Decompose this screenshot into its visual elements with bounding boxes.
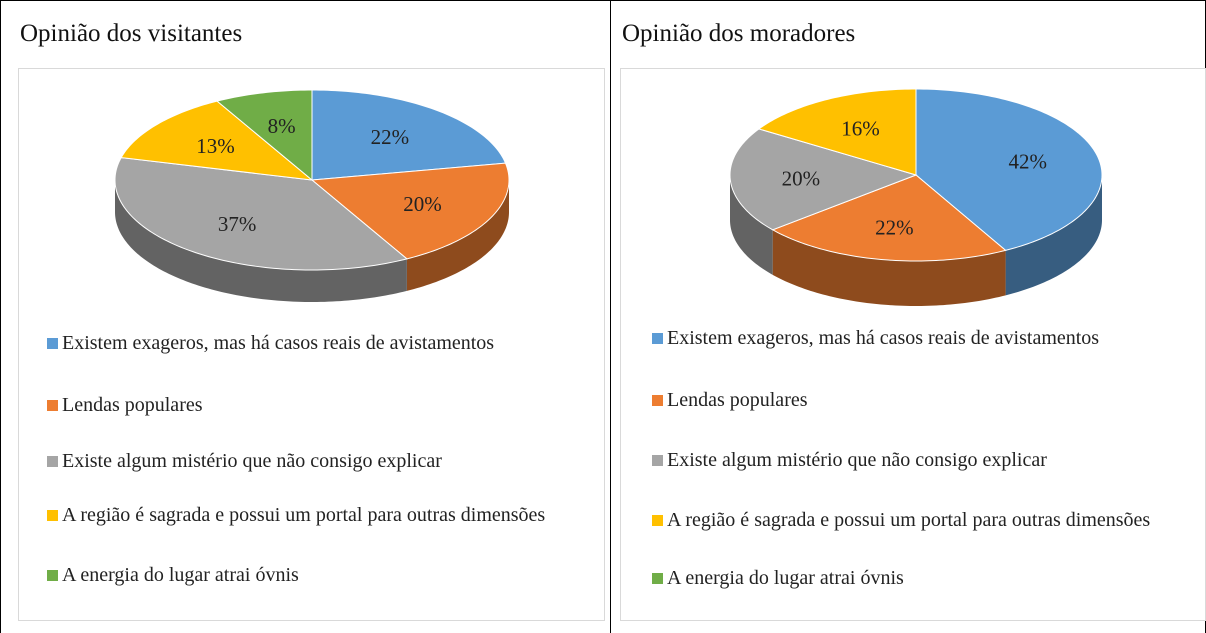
- pie-side: [1005, 175, 1102, 296]
- legend-swatch: [652, 333, 663, 344]
- legend-item: Lendas populares: [652, 385, 1202, 415]
- legend-label: Lendas populares: [62, 394, 203, 416]
- legend-item: A região é sagrada e possui um portal pa…: [47, 500, 607, 530]
- legend-swatch: [47, 570, 58, 581]
- legend-label: A região é sagrada e possui um portal pa…: [62, 504, 546, 526]
- chart-title: Opinião dos visitantes: [20, 20, 243, 47]
- data-label: 20%: [403, 192, 442, 216]
- pie-slice: [757, 88, 917, 176]
- legend-swatch: [652, 515, 663, 526]
- pie-side: [406, 180, 509, 291]
- data-label: 20%: [782, 166, 821, 190]
- legend-item: Lendas populares: [47, 390, 607, 420]
- data-label: 13%: [196, 134, 235, 158]
- data-label: 42%: [1008, 150, 1047, 174]
- legend-swatch: [47, 400, 58, 411]
- legend-item: A energia do lugar atrai óvnis: [652, 563, 1202, 593]
- legend-label: Existem exageros, mas há casos reais de …: [62, 332, 495, 354]
- data-label: 37%: [218, 212, 257, 236]
- legend-swatch: [47, 338, 58, 349]
- pie-slice: [216, 89, 313, 182]
- legend-label: Existem exageros, mas há casos reais de …: [667, 327, 1100, 349]
- pie-slice: [310, 162, 510, 260]
- data-label: 22%: [371, 125, 410, 149]
- legend-label: Existe algum mistério que não consigo ex…: [667, 449, 1047, 471]
- pie-side: [115, 180, 407, 302]
- legend-item: Existe algum mistério que não consigo ex…: [47, 446, 607, 476]
- chart-frame: [18, 68, 605, 621]
- legend-label: Lendas populares: [667, 389, 808, 411]
- legend-swatch: [652, 573, 663, 584]
- legend-label: A região é sagrada e possui um portal pa…: [667, 509, 1151, 531]
- legend-swatch: [652, 455, 663, 466]
- legend-label: A energia do lugar atrai óvnis: [667, 567, 904, 589]
- pie-side: [730, 175, 773, 275]
- legend-swatch: [47, 456, 58, 467]
- pie-slice: [915, 88, 1103, 251]
- chart-title: Opinião dos moradores: [622, 20, 856, 47]
- pie-side: [772, 229, 1006, 306]
- legend-label: Existe algum mistério que não consigo ex…: [62, 450, 442, 472]
- pie-slice: [771, 174, 1007, 262]
- pie-slice: [311, 89, 507, 181]
- legend-item: Existem exageros, mas há casos reais de …: [47, 328, 607, 358]
- legend-item: A região é sagrada e possui um portal pa…: [652, 505, 1202, 535]
- data-label: 22%: [875, 215, 914, 239]
- pie-slice: [729, 128, 918, 231]
- pie-slice: [114, 157, 408, 271]
- legend-swatch: [652, 395, 663, 406]
- legend-item: Existem exageros, mas há casos reais de …: [652, 323, 1202, 353]
- legend-item: Existe algum mistério que não consigo ex…: [652, 445, 1202, 475]
- legend-label: A energia do lugar atrai óvnis: [62, 564, 299, 586]
- data-label: 8%: [268, 114, 296, 138]
- data-label: 16%: [841, 116, 880, 140]
- pie-slice: [120, 100, 314, 181]
- legend-swatch: [47, 510, 58, 521]
- legend-item: A energia do lugar atrai óvnis: [47, 560, 607, 590]
